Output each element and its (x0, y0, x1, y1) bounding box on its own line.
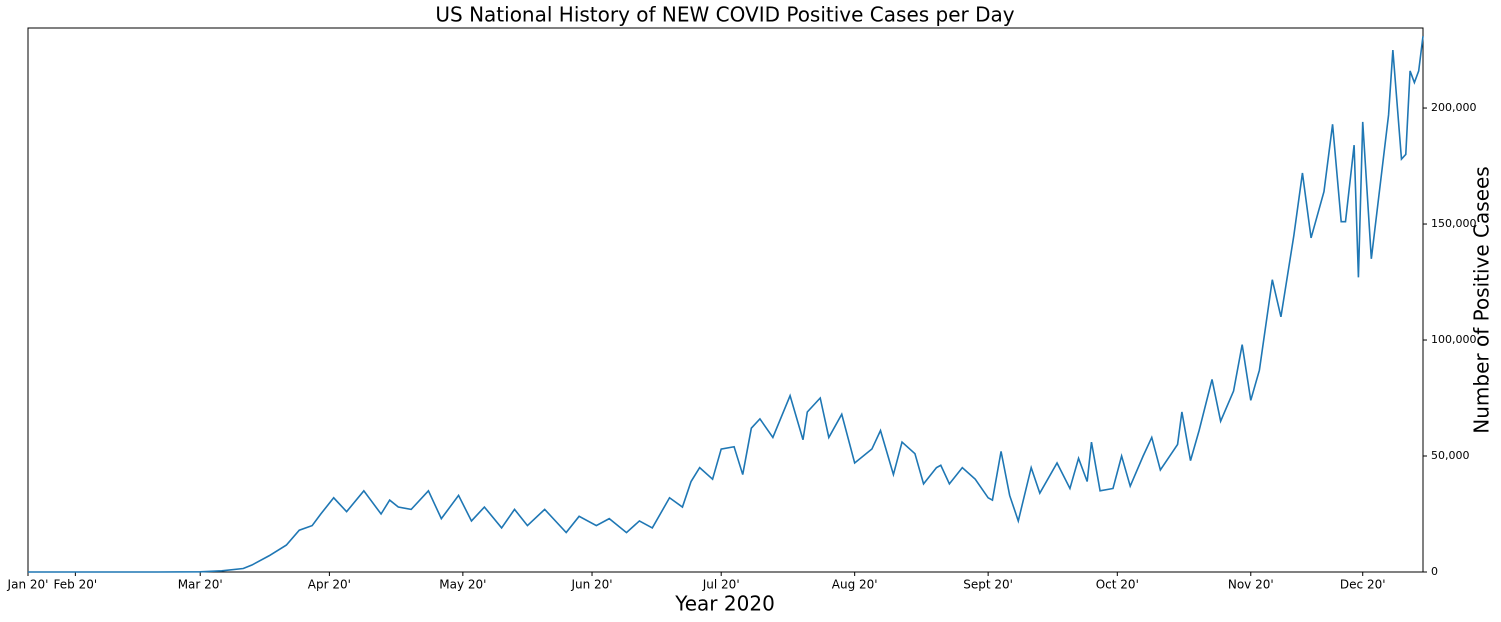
x-tick-label: Nov 20' (1228, 578, 1274, 592)
y-tick-label: 100,000 (1431, 333, 1477, 346)
x-tick-label: Apr 20' (308, 578, 351, 592)
y-tick-label: 0 (1431, 565, 1438, 578)
y-tick-label: 200,000 (1431, 101, 1477, 114)
y-axis-title: Number of Positive Casees (1470, 166, 1494, 433)
x-axis-title: Year 2020 (674, 592, 775, 616)
chart-title: US National History of NEW COVID Positiv… (435, 3, 1014, 27)
x-tick-label: Dec 20' (1340, 578, 1386, 592)
x-tick-label: Jun 20' (570, 578, 612, 592)
x-tick-label: Mar 20' (178, 578, 223, 592)
y-tick-label: 50,000 (1431, 449, 1470, 462)
x-tick-label: Jul 20' (702, 578, 740, 592)
x-tick-label: Feb 20' (54, 578, 98, 592)
x-tick-label: Sept 20' (963, 578, 1013, 592)
x-tick-label: Oct 20' (1096, 578, 1139, 592)
x-tick-label: May 20' (439, 578, 486, 592)
x-tick-label: Aug 20' (832, 578, 878, 592)
x-tick-label: Jan 20' (7, 578, 49, 592)
data-line (28, 36, 1424, 573)
plot-frame (27, 27, 1424, 573)
y-tick-label: 150,000 (1431, 217, 1477, 230)
